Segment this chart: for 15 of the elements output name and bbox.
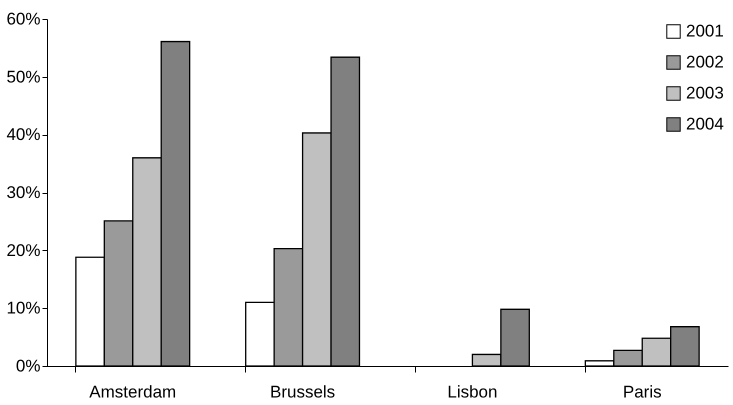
y-tick-label: 50% xyxy=(6,67,40,86)
legend-label: 2003 xyxy=(686,84,724,102)
y-tick-label: 30% xyxy=(6,183,40,202)
legend-label: 2002 xyxy=(686,52,724,72)
legend-label: 2004 xyxy=(686,114,724,134)
y-tick-label: 60% xyxy=(6,10,40,28)
y-tick-label: 10% xyxy=(6,298,40,318)
y-tick-label: 0% xyxy=(16,356,40,376)
y-tick-label: 20% xyxy=(6,240,40,260)
x-tick-label: Lisbon xyxy=(447,382,498,402)
x-tick-label: Paris xyxy=(622,382,662,402)
x-tick-label: Amsterdam xyxy=(89,382,176,402)
y-tick-label: 40% xyxy=(6,125,40,144)
x-tick-label: Brussels xyxy=(270,382,336,402)
legend-label: 2001 xyxy=(686,22,724,40)
